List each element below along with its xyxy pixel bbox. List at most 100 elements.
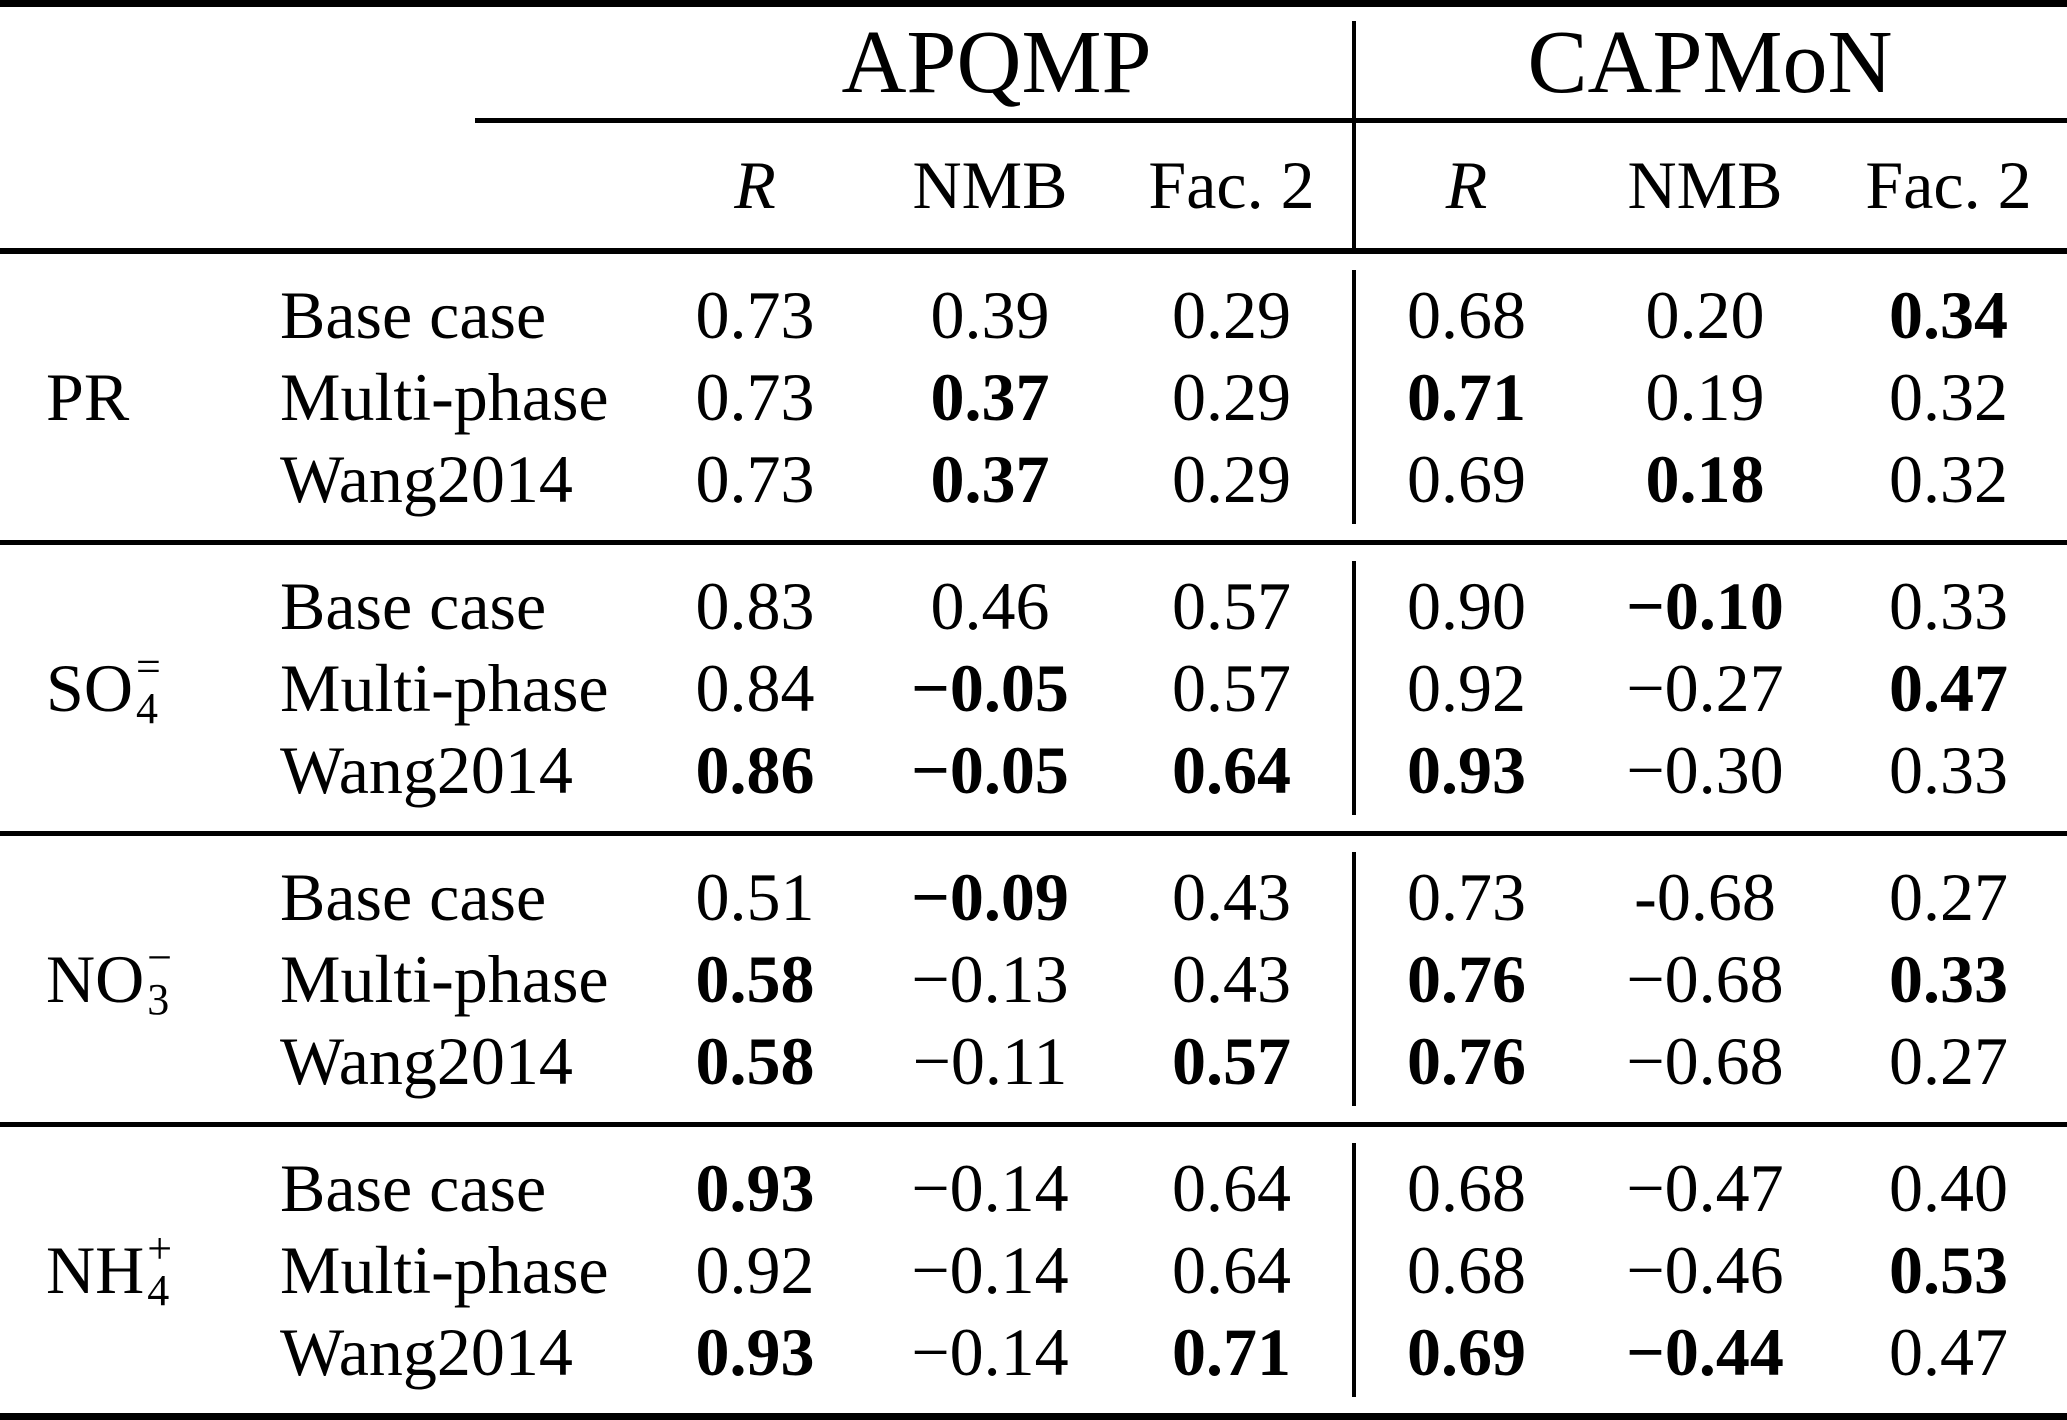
metric-value: 0.68 [1407, 1149, 1526, 1226]
metric-value: 0.93 [695, 1149, 815, 1226]
column-divider [1352, 123, 1356, 248]
metric-value: 0.76 [1407, 1022, 1526, 1099]
metric-value: 0.43 [1172, 940, 1291, 1017]
metric-header-r-capmon: R [1445, 147, 1488, 223]
group-separator-rule [0, 831, 2067, 836]
row-group-nh4: NH +4 Base case 0.93 −0.14 0.64 0.68 −0.4… [0, 1127, 2067, 1413]
metric-value: 0.76 [1407, 940, 1526, 1017]
metric-value: 0.93 [695, 1313, 815, 1390]
metric-value: −0.68 [1626, 1022, 1784, 1099]
metric-value: 0.73 [1407, 858, 1526, 935]
species-label: PR [46, 358, 130, 435]
case-label: Base case [280, 276, 547, 353]
case-label: Wang2014 [280, 440, 573, 517]
metric-value: 0.29 [1172, 276, 1291, 353]
metric-value: 0.18 [1645, 440, 1765, 517]
case-label: Multi-phase [280, 649, 609, 726]
metric-value: −0.10 [1626, 567, 1784, 644]
column-group-header-row: APQMP CAPMoN [0, 7, 2067, 118]
case-label: Wang2014 [280, 731, 573, 808]
case-label: Multi-phase [280, 940, 609, 1017]
metric-value: 0.47 [1889, 649, 2008, 726]
column-divider [1352, 561, 1356, 815]
case-label: Multi-phase [280, 358, 609, 435]
bottom-rule [0, 1413, 2067, 1420]
metric-value: 0.83 [695, 567, 815, 644]
metric-value: −0.68 [1626, 940, 1784, 1017]
metric-value: 0.58 [695, 1022, 815, 1099]
metric-value: 0.37 [930, 440, 1050, 517]
metric-value: -0.68 [1634, 858, 1776, 935]
metric-value: 0.84 [695, 649, 815, 726]
metric-header-nmb-capmon: NMB [1627, 147, 1783, 223]
metric-header-row: R NMB Fac. 2 R NMB Fac. 2 [0, 123, 2067, 248]
metric-value: −0.11 [912, 1022, 1068, 1099]
metric-value: 0.71 [1172, 1313, 1291, 1390]
metric-header-fac2-capmon: Fac. 2 [1865, 147, 2032, 223]
metric-value: 0.37 [930, 358, 1050, 435]
metric-value: 0.33 [1889, 567, 2008, 644]
species-label: NH +4 [46, 1224, 173, 1315]
metric-value: −0.14 [911, 1231, 1069, 1308]
metric-value: 0.43 [1172, 858, 1291, 935]
row-group-no3: NO −3 Base case 0.51 −0.09 0.43 0.73 -0.6… [0, 836, 2067, 1122]
metric-value: −0.47 [1626, 1149, 1784, 1226]
metric-value: 0.32 [1889, 440, 2008, 517]
metric-value: 0.64 [1172, 1149, 1291, 1226]
case-label: Wang2014 [280, 1313, 573, 1390]
case-label: Base case [280, 1149, 547, 1226]
metric-value: 0.29 [1172, 440, 1291, 517]
metric-value: 0.57 [1172, 567, 1291, 644]
metric-value: 0.73 [695, 358, 815, 435]
metric-value: 0.68 [1407, 1231, 1526, 1308]
species-label: SO = 4 [46, 642, 161, 733]
column-group-apqmp: APQMP [841, 13, 1152, 112]
metric-value: 0.40 [1889, 1149, 2008, 1226]
species-label: NO −3 [46, 933, 173, 1024]
metric-value: 0.39 [930, 276, 1050, 353]
metric-value: 0.73 [695, 276, 815, 353]
metric-value: 0.27 [1889, 858, 2008, 935]
metric-value: −0.14 [911, 1149, 1069, 1226]
column-divider [1352, 1143, 1356, 1397]
metric-value: −0.44 [1626, 1313, 1784, 1390]
metric-header-fac2-apqmp: Fac. 2 [1148, 147, 1315, 223]
metric-value: 0.19 [1645, 358, 1765, 435]
header-body-rule [0, 248, 2067, 254]
metric-value: 0.64 [1172, 1231, 1291, 1308]
metric-value: 0.92 [695, 1231, 815, 1308]
metric-value: 0.51 [695, 858, 815, 935]
metric-value: 0.57 [1172, 649, 1291, 726]
row-group-so4: SO = 4 Base case 0.83 0.46 0.57 0.90 −0.10… [0, 545, 2067, 831]
column-group-capmon: CAPMoN [1527, 13, 1893, 112]
metric-value: 0.58 [695, 940, 815, 1017]
row-group-pr: PR Base case 0.73 0.39 0.29 0.68 0.20 0.… [0, 254, 2067, 540]
metric-value: 0.71 [1407, 358, 1526, 435]
metric-value: −0.05 [911, 731, 1069, 808]
metric-value: 0.32 [1889, 358, 2008, 435]
column-divider [1352, 21, 1356, 118]
metric-value: −0.09 [911, 858, 1069, 935]
case-label: Wang2014 [280, 1022, 573, 1099]
metric-value: −0.27 [1626, 649, 1784, 726]
metric-value: 0.20 [1645, 276, 1765, 353]
metric-value: 0.29 [1172, 358, 1291, 435]
metric-value: −0.05 [911, 649, 1069, 726]
metric-value: 0.92 [1407, 649, 1526, 726]
metric-value: 0.86 [695, 731, 815, 808]
top-rule [0, 0, 2067, 7]
metric-value: 0.93 [1407, 731, 1526, 808]
metric-value: 0.53 [1889, 1231, 2008, 1308]
metric-value: 0.69 [1407, 1313, 1526, 1390]
metric-value: 0.33 [1889, 940, 2008, 1017]
metric-value: 0.33 [1889, 731, 2008, 808]
metric-value: 0.69 [1407, 440, 1526, 517]
metric-value: 0.47 [1889, 1313, 2008, 1390]
header-underline-rule [475, 118, 2067, 123]
metric-value: 0.34 [1889, 276, 2008, 353]
metric-value: 0.57 [1172, 1022, 1291, 1099]
group-separator-rule [0, 540, 2067, 545]
metric-value: −0.14 [911, 1313, 1069, 1390]
metric-value: 0.46 [930, 567, 1050, 644]
column-divider [1352, 852, 1356, 1106]
